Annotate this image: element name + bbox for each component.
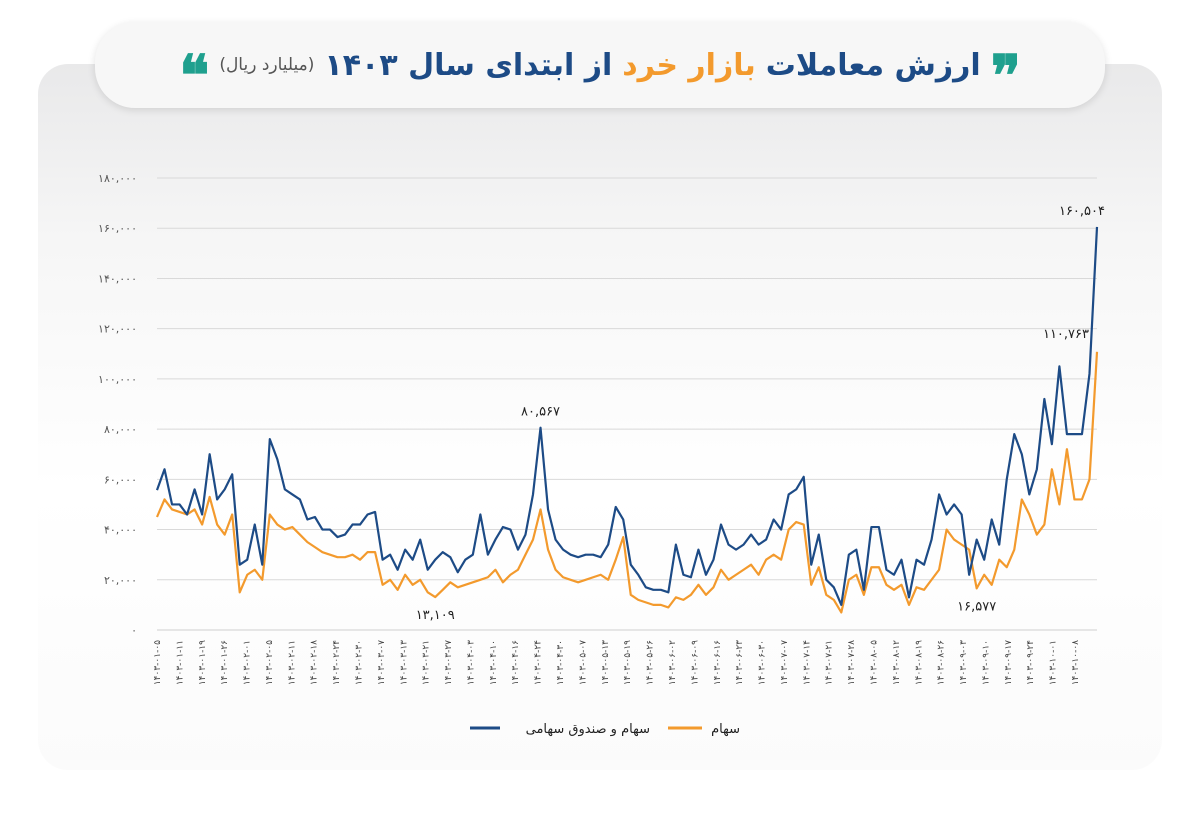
x-tick-label: ۱۴۰۳-۰۹-۰۳ [959, 640, 969, 685]
series-line-total [155, 226, 1099, 606]
x-tick-label: ۱۴۰۳-۰۲-۱۸ [310, 640, 320, 685]
x-tick-label: ۱۴۰۳-۰۲-۰۵ [265, 640, 275, 685]
y-tick-label: ۸۰,۰۰۰ [104, 423, 137, 436]
x-tick-label: ۱۴۰۳-۰۱-۰۵ [153, 640, 163, 685]
y-tick-label: ۴۰,۰۰۰ [104, 524, 137, 537]
x-tick-label: ۱۴۰۳-۰۶-۳۰ [758, 640, 768, 685]
y-tick-label: ۱۴۰,۰۰۰ [98, 272, 137, 285]
quote-close-icon: ❝ [179, 43, 210, 109]
y-tick-label: ۱۸۰,۰۰۰ [98, 172, 137, 185]
chart-title: ❞ ارزش معاملات بازار خرد از ابتدای سال ۱… [95, 22, 1105, 108]
x-tick-label: ۱۴۰۳-۱۰-۰۸ [1071, 640, 1081, 685]
x-tick-label: ۱۴۰۳-۰۴-۳۰ [556, 640, 566, 685]
x-tick-label: ۱۴۰۳-۰۲-۲۴ [332, 640, 342, 685]
x-tick-label: ۱۴۰۳-۰۲-۱۱ [287, 640, 297, 685]
x-tick-label: ۱۴۰۳-۰۵-۱۹ [623, 640, 633, 685]
x-tick-label: ۱۴۰۳-۰۵-۱۳ [601, 640, 611, 685]
x-tick-label: ۱۴۰۳-۰۳-۲۷ [444, 640, 454, 685]
title-unit: (میلیارد ریال) [219, 55, 315, 75]
x-tick-label: ۱۴۰۳-۰۹-۲۴ [1026, 640, 1036, 685]
x-tick-label: ۱۴۰۳-۰۷-۱۴ [802, 640, 812, 685]
x-tick-label: ۱۴۰۳-۰۱-۱۱ [175, 640, 185, 685]
chart-card [38, 64, 1162, 770]
x-tick-label: ۱۴۰۳-۰۴-۱۶ [511, 640, 521, 685]
x-tick-label: ۱۴۰۳-۰۷-۰۷ [780, 640, 790, 685]
x-tick-label: ۱۴۰۳-۰۳-۰۷ [377, 640, 387, 685]
data-label: ۱۳,۱۰۹ [416, 608, 455, 623]
x-tick-label: ۱۴۰۳-۰۶-۲۳ [735, 640, 745, 685]
y-tick-label: ۱۲۰,۰۰۰ [98, 323, 137, 336]
x-tick-label: ۱۴۰۳-۰۹-۱۰ [981, 640, 991, 685]
x-tick-label: ۱۴۰۳-۰۱-۱۹ [198, 640, 208, 685]
x-tick-label: ۱۴۰۳-۰۲-۰۱ [243, 640, 253, 685]
x-tick-label: ۱۴۰۳-۰۶-۰۲ [668, 640, 678, 685]
x-tick-label: ۱۴۰۳-۰۸-۲۶ [937, 640, 947, 685]
x-tick-label: ۱۴۰۳-۰۳-۲۱ [422, 640, 432, 685]
data-label: ۸۰,۵۶۷ [521, 405, 560, 420]
x-tick-label: ۱۴۰۳-۰۷-۲۱ [825, 640, 835, 685]
data-label: ۱۶,۵۷۷ [957, 599, 996, 614]
data-label: ۱۱۰,۷۶۳ [1043, 327, 1089, 342]
legend-label-total: سهام و صندوق سهامی [526, 722, 650, 737]
x-tick-label: ۱۴۰۳-۰۵-۰۷ [578, 640, 588, 685]
title-part-3: از ابتدای سال ۱۴۰۳ [324, 47, 613, 83]
series-line-stock [155, 351, 1099, 614]
x-tick-label: ۱۴۰۳-۰۳-۱۳ [399, 640, 409, 685]
y-tick-label: ۱۰۰,۰۰۰ [98, 373, 137, 386]
y-tick-label: ۰ [131, 624, 137, 637]
x-tick-label: ۱۴۰۳-۱۰-۰۱ [1049, 640, 1059, 685]
y-tick-label: ۱۶۰,۰۰۰ [98, 222, 137, 235]
quote-open-icon: ❞ [990, 43, 1021, 109]
x-tick-label: ۱۴۰۳-۰۶-۰۹ [690, 640, 700, 685]
x-tick-label: ۱۴۰۳-۰۵-۲۶ [646, 640, 656, 685]
x-tick-label: ۱۴۰۳-۰۴-۲۴ [534, 640, 544, 685]
x-tick-label: ۱۴۰۳-۰۷-۲۸ [847, 640, 857, 685]
y-tick-label: ۲۰,۰۰۰ [104, 574, 137, 587]
x-tick-label: ۱۴۰۳-۰۹-۱۷ [1004, 640, 1014, 685]
x-tick-label: ۱۴۰۳-۰۴-۱۰ [489, 640, 499, 685]
x-tick-label: ۱۴۰۳-۰۸-۱۹ [914, 640, 924, 685]
data-label: ۱۶۰,۵۰۴ [1059, 204, 1105, 219]
title-part-1: ارزش معاملات [765, 47, 981, 83]
x-tick-label: ۱۴۰۳-۰۸-۰۵ [869, 640, 879, 685]
x-tick-label: ۱۴۰۳-۰۶-۱۶ [713, 640, 723, 685]
legend-label-stock: سهام [711, 722, 740, 737]
x-tick-label: ۱۴۰۳-۰۲-۳۰ [355, 640, 365, 685]
x-tick-label: ۱۴۰۳-۰۴-۰۳ [466, 640, 476, 685]
y-tick-label: ۶۰,۰۰۰ [104, 473, 137, 486]
x-tick-label: ۱۴۰۳-۰۸-۱۲ [892, 640, 902, 685]
title-part-2: بازار خرد [622, 47, 756, 83]
x-tick-label: ۱۴۰۳-۰۱-۲۶ [220, 640, 230, 685]
